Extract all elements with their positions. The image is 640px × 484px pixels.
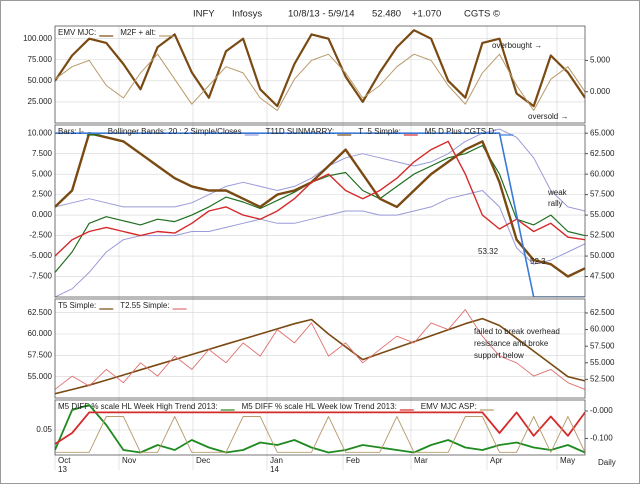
series-line [55, 416, 585, 453]
header-text: 52.480 [372, 9, 401, 20]
series-line [55, 53, 585, 111]
y2-tick-label: 65.000 [590, 128, 615, 137]
panel-frame [54, 399, 586, 456]
panel: 0.05 -0.000 -0.100 M5 DIFF % scale HL Week … [36, 399, 613, 456]
x-tick-label: Nov [122, 456, 136, 465]
y2-tick-label: 50.000 [590, 251, 615, 260]
legend-label: M2F + alt: [120, 28, 156, 37]
header-text: INFY [193, 9, 215, 20]
series-group [55, 128, 585, 297]
x-tick-label: Mar [414, 456, 428, 465]
header-text: +1.070 [412, 9, 441, 20]
header-text: Infosys [232, 9, 262, 20]
y2-tick-label: 47.500 [590, 272, 615, 281]
panel-frame [54, 298, 586, 399]
y-tick-label: 10.000 [28, 128, 53, 137]
annotation: failed to break overhead [474, 327, 560, 336]
y-tick-label: 60.000 [28, 329, 53, 338]
y2-tick-label: 57.500 [590, 190, 615, 199]
y-tick-label: 57.500 [28, 350, 53, 359]
legend-label: EMV MJC: [58, 28, 96, 37]
panel: 62.500 60.000 57.500 55.000 62.500 60.000 57.5… [28, 298, 615, 399]
y2-tick-label: 52.500 [590, 231, 615, 240]
y-tick-label: 100.000 [23, 34, 52, 43]
legend-label: M5 D Plus CGTS D: [425, 127, 497, 136]
annotation: overbought → [492, 41, 542, 50]
annotation: 52.3 [530, 257, 546, 266]
y-tick-label: 62.500 [28, 308, 53, 317]
period-label: Daily [598, 458, 616, 467]
annotation: 53.32 [478, 247, 499, 256]
y2-tick-label: 52.500 [590, 375, 615, 384]
y-tick-label: 7.500 [32, 149, 53, 158]
y-tick-label: 0.000 [32, 210, 53, 219]
series-group [55, 404, 585, 454]
y2-tick-label: -0.000 [590, 406, 613, 415]
legend-label: M5 DIFF % scale HL Week low Trend 2013: [242, 402, 397, 411]
x-tick-label: Dec [196, 456, 210, 465]
y2-tick-label: 60.000 [590, 325, 615, 334]
series-line [55, 411, 585, 445]
series-group [55, 309, 585, 395]
legend-label: T5 Simple: [58, 301, 96, 310]
y-tick-label: 50.000 [28, 76, 53, 85]
y2-tick-label: -0.100 [590, 434, 613, 443]
series-line [55, 317, 585, 395]
legend-label: T11D SUNMARRY: [266, 127, 335, 136]
y-tick-label: 2.500 [32, 190, 53, 199]
x-tick-label: Feb [346, 456, 360, 465]
series-line [55, 29, 585, 108]
series-line [55, 128, 585, 212]
series-line [55, 309, 585, 390]
y-tick-label: -5.000 [29, 251, 52, 260]
x-tick-label: Jan [270, 456, 283, 465]
y2-tick-label: 55.000 [590, 358, 615, 367]
y2-tick-label: 0.000 [590, 87, 611, 96]
series-line [55, 132, 585, 278]
x-tick-label: May [560, 456, 575, 465]
panel: 100.000 75.000 50.000 25.000 5.000 0.000 EMV M… [23, 25, 611, 124]
annotation: weak [547, 188, 568, 197]
header-text: 10/8/13 - 5/9/14 [288, 9, 355, 20]
y-tick-label: 25.000 [28, 97, 53, 106]
x-year-label: 13 [58, 465, 67, 474]
series-line [55, 144, 585, 273]
annotation: support below [474, 351, 524, 360]
y-tick-label: 5.000 [32, 169, 53, 178]
y-tick-label: 0.05 [36, 425, 52, 434]
y-tick-label: -7.500 [29, 272, 52, 281]
header-text: CGTS © [464, 9, 500, 20]
y-tick-label: 75.000 [28, 55, 53, 64]
y2-tick-label: 57.500 [590, 341, 615, 350]
y2-tick-label: 5.000 [590, 56, 611, 65]
x-tick-label: Oct [58, 456, 71, 465]
panel-frame [54, 124, 586, 298]
legend-label: Bollinger Bands: 20 : 2 Simple/Closes [108, 127, 242, 136]
legend-label: M5 DIFF % scale HL Week High Trend 2013: [58, 402, 218, 411]
annotation: rally [548, 199, 563, 208]
y2-tick-label: 55.000 [590, 210, 615, 219]
legend-label: EMV MJC ASP: [421, 402, 477, 411]
y2-tick-label: 60.000 [590, 169, 615, 178]
x-year-label: 14 [270, 465, 279, 474]
legend-label: T .5 Simple: [358, 127, 401, 136]
series-group [55, 29, 585, 111]
y2-tick-label: 62.500 [590, 308, 615, 317]
y-tick-label: 55.000 [28, 372, 53, 381]
x-tick-label: Apr [490, 456, 503, 465]
y-tick-label: -2.500 [29, 231, 52, 240]
series-line [55, 140, 585, 257]
legend-label: Bars: I- [58, 127, 84, 136]
series-line [55, 132, 585, 297]
legend-label: T2.55 Simple: [120, 301, 169, 310]
panel-frame [54, 25, 586, 124]
annotation: oversold → [528, 112, 568, 121]
y2-tick-label: 62.500 [590, 149, 615, 158]
panel: 10.000 7.500 5.000 2.500 0.000 -2.500 -5.000 -7… [28, 124, 615, 298]
annotation: resistance and broke [474, 339, 549, 348]
